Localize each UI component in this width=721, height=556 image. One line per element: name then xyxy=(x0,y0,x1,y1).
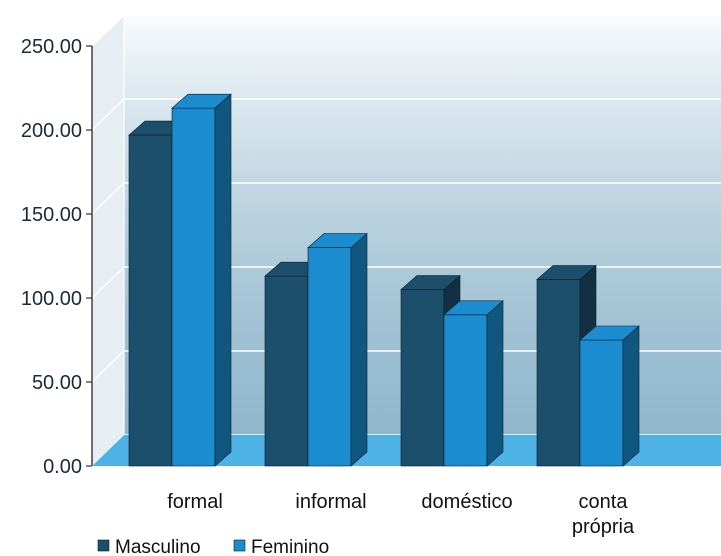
x-tick-label: própria xyxy=(572,516,635,538)
legend-swatch xyxy=(97,539,110,552)
bar-front xyxy=(264,275,309,467)
bar-side xyxy=(486,300,504,467)
y-tick-label: 150.00 xyxy=(21,204,82,226)
bar-top xyxy=(171,93,232,109)
bar-front xyxy=(307,247,352,467)
bar-front xyxy=(579,339,624,467)
bar-side xyxy=(350,232,368,467)
bar-front xyxy=(128,134,173,467)
bar-front xyxy=(443,314,488,467)
y-tick-label: 250.00 xyxy=(21,36,82,58)
y-tick-label: 200.00 xyxy=(21,120,82,142)
legend-item-feminino: Feminino xyxy=(233,537,329,556)
bar-masculino-3 xyxy=(536,264,597,467)
legend-item-masculino: Masculino xyxy=(97,537,201,556)
bar-side xyxy=(214,93,232,467)
y-tick-labels: 0.00 50.00 100.00 150.00 200.00 250.00 xyxy=(21,36,82,478)
bar-feminino-1 xyxy=(307,232,368,467)
legend-label: Masculino xyxy=(115,537,201,556)
bar-feminino-3 xyxy=(579,325,640,467)
bar-top xyxy=(400,275,461,290)
y-axis xyxy=(86,45,93,467)
legend-label: Feminino xyxy=(251,537,329,556)
bar-feminino-2 xyxy=(443,300,504,467)
x-tick-label: formal xyxy=(167,491,223,513)
bar-front xyxy=(536,279,581,467)
bar-top xyxy=(536,265,597,280)
bar-top xyxy=(443,300,504,316)
y-tick-label: 0.00 xyxy=(43,456,82,478)
x-tick-label: doméstico xyxy=(421,491,512,513)
bar-front xyxy=(400,289,445,467)
x-tick-label: conta xyxy=(579,491,629,513)
legend: Masculino Feminino xyxy=(97,537,329,556)
bar-feminino-0 xyxy=(171,93,232,467)
bars xyxy=(128,93,640,467)
y-tick-label: 50.00 xyxy=(32,372,82,394)
x-tick-labels: formal informal doméstico conta própria xyxy=(167,491,635,538)
y-tick-label: 100.00 xyxy=(21,288,82,310)
bar-top xyxy=(307,233,368,248)
legend-swatch xyxy=(233,539,246,552)
bar-front xyxy=(171,107,216,467)
bar-top xyxy=(579,325,640,341)
x-tick-label: informal xyxy=(295,491,366,513)
bar-side xyxy=(622,325,640,467)
side-wall xyxy=(92,15,124,466)
